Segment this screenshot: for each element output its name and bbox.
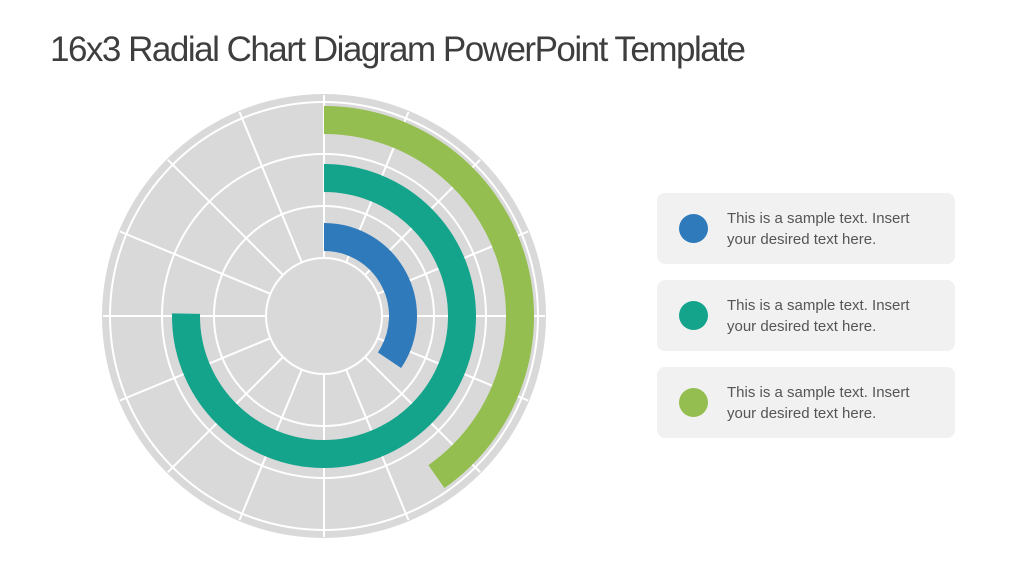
legend: This is a sample text. Insert your desir…	[657, 193, 955, 438]
grid-spoke	[119, 230, 271, 295]
legend-bullet-icon	[679, 301, 708, 330]
series-arc-2	[172, 164, 476, 468]
legend-card-3: This is a sample text. Insert your desir…	[657, 367, 955, 438]
slide-title: 16x3 Radial Chart Diagram PowerPoint Tem…	[50, 30, 746, 69]
legend-bullet-icon	[679, 388, 708, 417]
series-arc-1	[323, 223, 417, 368]
legend-text: This is a sample text. Insert your desir…	[727, 296, 910, 335]
legend-card-2: This is a sample text. Insert your desir…	[657, 280, 955, 351]
legend-card-1: This is a sample text. Insert your desir…	[657, 193, 955, 264]
legend-bullet-icon	[679, 214, 708, 243]
legend-text: This is a sample text. Insert your desir…	[727, 383, 910, 422]
grid-spoke	[238, 111, 303, 263]
radial-chart	[102, 94, 546, 538]
legend-text: This is a sample text. Insert your desir…	[727, 209, 910, 248]
grid-spoke	[167, 159, 284, 276]
series-arc-3	[323, 106, 534, 489]
